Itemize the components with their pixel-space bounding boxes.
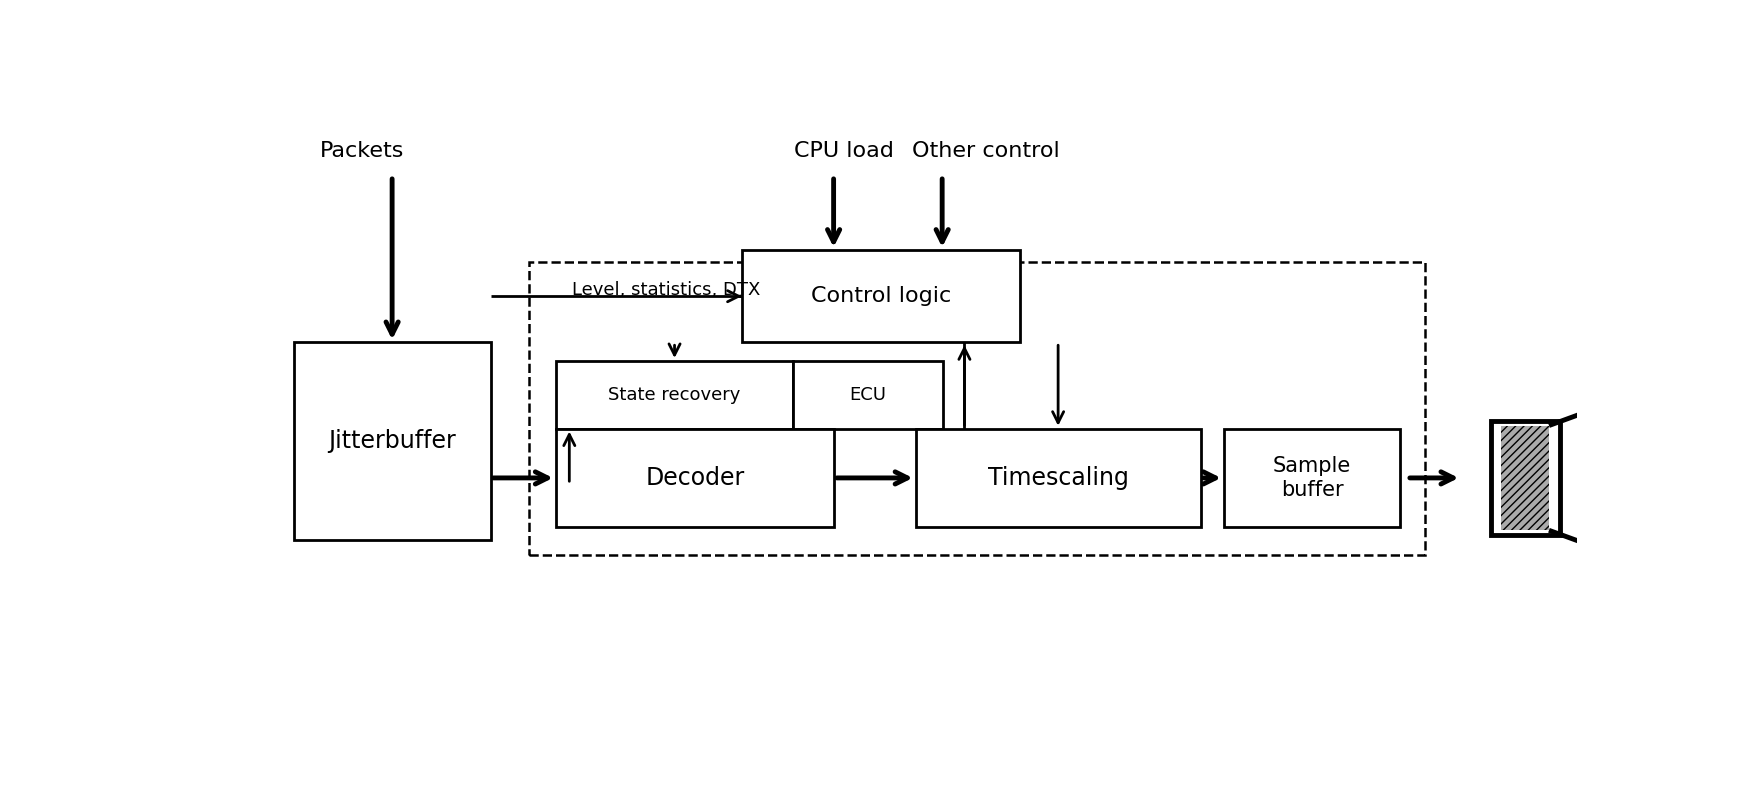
Text: Level, statistics, DTX: Level, statistics, DTX — [571, 281, 760, 299]
Text: Control logic: Control logic — [811, 286, 951, 306]
Bar — [555, 361, 794, 429]
Bar — [529, 262, 1424, 555]
Bar — [1223, 429, 1400, 527]
Bar — [916, 429, 1200, 527]
Text: Packets: Packets — [319, 142, 403, 162]
Text: State recovery: State recovery — [608, 386, 741, 404]
Bar — [555, 429, 834, 527]
Bar — [1491, 421, 1559, 535]
Text: Other control: Other control — [913, 142, 1060, 162]
Text: Decoder: Decoder — [645, 466, 745, 490]
Text: Timescaling: Timescaling — [988, 466, 1128, 490]
Bar — [294, 342, 491, 539]
Bar — [741, 250, 1020, 342]
Text: Jitterbuffer: Jitterbuffer — [328, 429, 456, 453]
Text: ECU: ECU — [850, 386, 887, 404]
Bar — [1501, 426, 1549, 530]
Text: CPU load: CPU load — [794, 142, 894, 162]
Bar — [794, 361, 943, 429]
Text: Sample
buffer: Sample buffer — [1274, 456, 1351, 499]
